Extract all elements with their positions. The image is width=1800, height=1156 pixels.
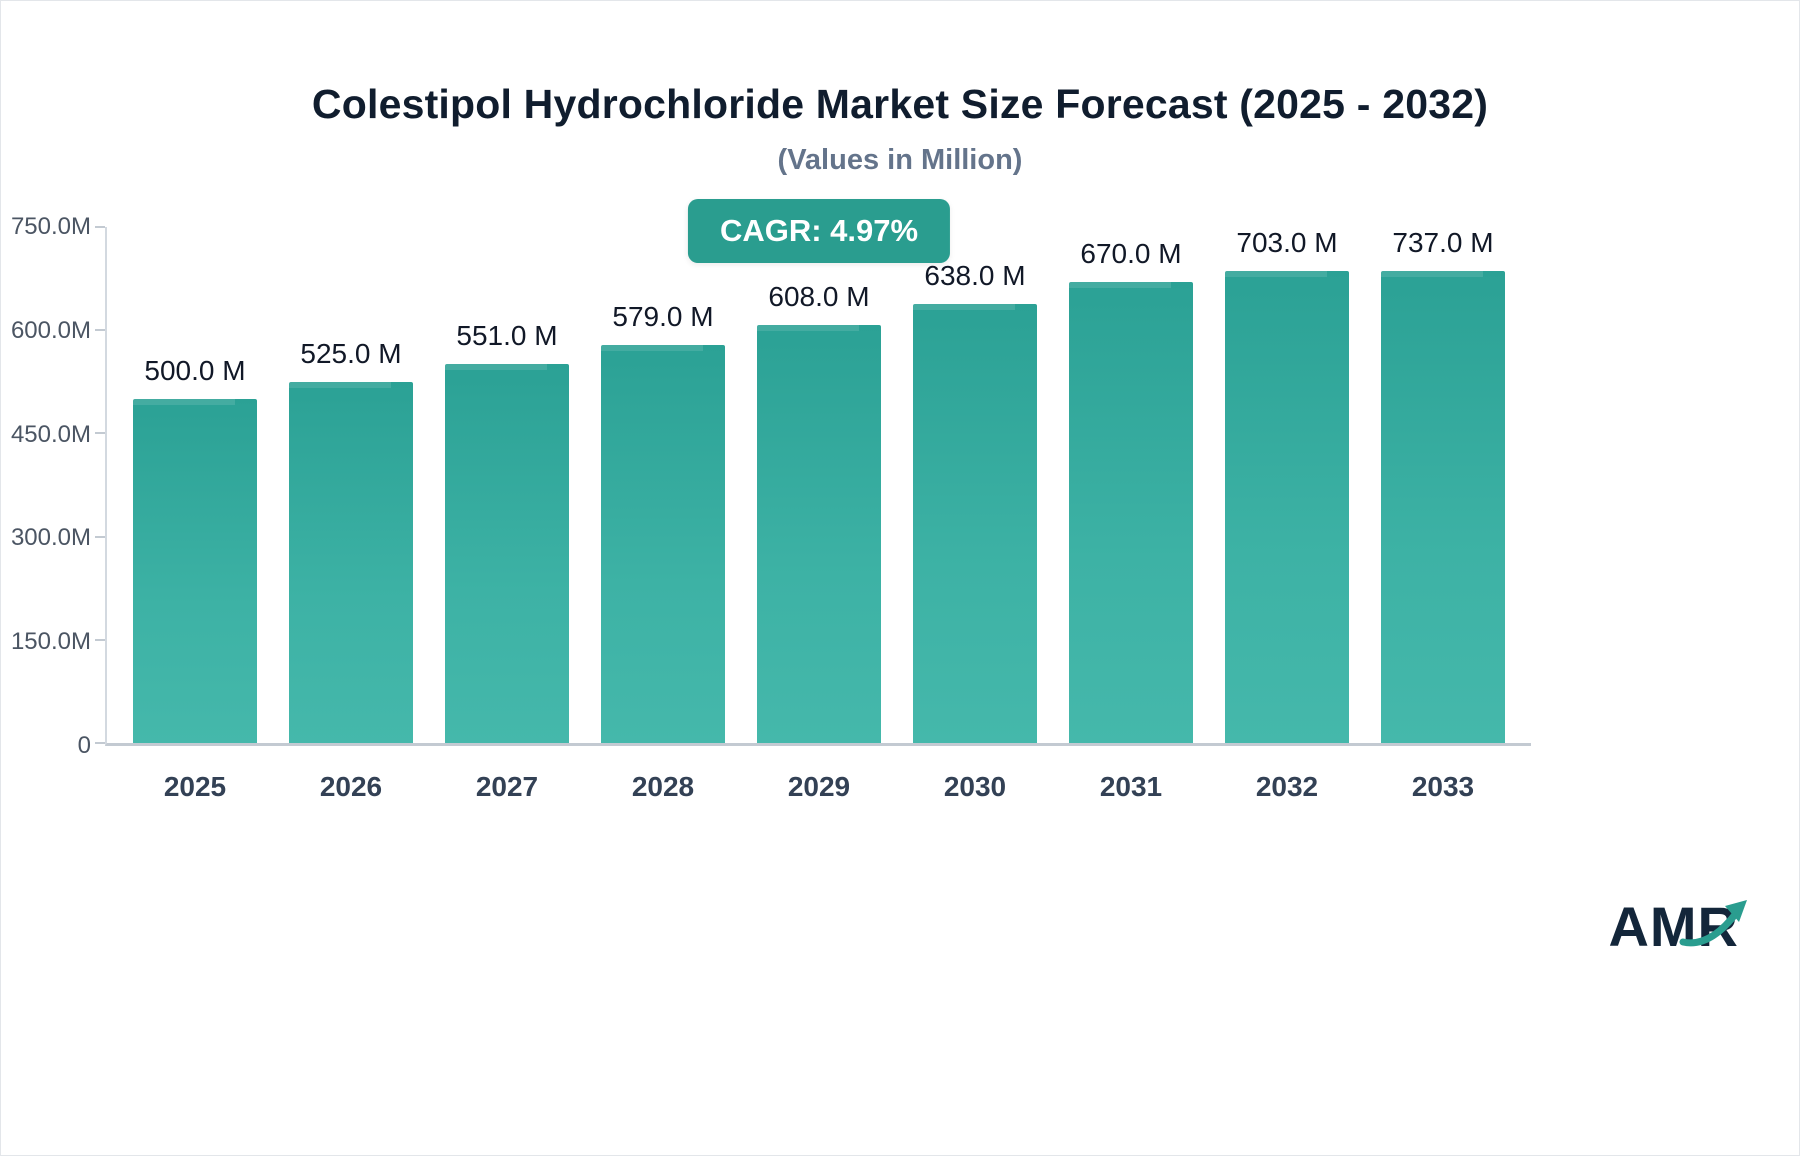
x-axis-label: 2030 [943,771,1007,802]
bar-side-face [547,364,569,743]
bar-group: 579.0 M 2028 [601,227,725,802]
bar-group: 638.0 M 2030 [913,227,1037,802]
bar-top-bevel [913,304,1015,311]
bar[interactable] [1069,282,1193,743]
y-tick-label: 750.0M [10,213,91,240]
bar[interactable] [913,304,1037,743]
bar-top-bevel [1225,271,1327,277]
x-axis-label: 2032 [1255,771,1319,802]
bar-side-face [1171,282,1193,743]
x-axis-label: 2026 [319,771,383,802]
y-tick-mark [95,329,105,332]
chart-title: Colestipol Hydrochloride Market Size For… [311,81,1489,127]
y-tick-label: 0 [77,732,91,759]
bar-value-label: 608.0 M [768,280,870,312]
bar[interactable] [133,399,257,743]
bar-group: 608.0 M 2029 [757,227,881,802]
bar-side-face [1327,271,1349,743]
bar-group: 703.0 M 2032 [1225,227,1349,802]
bar[interactable] [757,324,881,743]
bar-value-label: 737.0 M [1392,227,1494,258]
y-axis: 750.0M 600.0M 450.0M 300.0M 150.0M 0 [11,213,105,759]
bar[interactable] [289,381,413,743]
bar-side-face [859,325,881,743]
amr-logo: AMR [1608,894,1747,959]
x-axis-label: 2031 [1099,771,1163,802]
bar-top-bevel [1069,282,1171,289]
bar-group: 500.0 M 2025 [133,227,257,802]
y-tick-mark [95,535,105,538]
bar-top-bevel [1381,271,1483,277]
bars: 500.0 M 2025 525.0 M 2026 551.0 M 2027 5… [107,227,1531,802]
plot-area: CAGR: 4.97% 500.0 M 2025 525.0 M 2026 55… [95,199,1531,802]
x-axis-label: 2029 [787,771,851,802]
bar-side-face [1015,304,1037,743]
bar-side-face [391,382,413,743]
y-tick-label: 150.0M [10,628,91,656]
bar-group: 670.0 M 2031 [1069,227,1193,802]
bar-value-label: 703.0 M [1236,227,1338,258]
x-axis-label: 2028 [631,771,695,802]
bar-group: 551.0 M 2027 [445,227,569,802]
bar[interactable] [1225,271,1349,743]
bar-value-label: 500.0 M [144,355,246,386]
bar-side-face [1483,271,1505,743]
bar-top-bevel [757,324,859,331]
cagr-badge: CAGR: 4.97% [687,199,951,263]
bar-top-bevel [445,363,547,370]
y-tick-mark [95,226,105,228]
amr-logo-text: AMR [1608,895,1739,958]
x-axis-label: 2027 [475,771,539,802]
bar-top-bevel [133,399,235,405]
bar-value-label: 579.0 M [612,300,714,332]
bar-top-bevel [289,381,391,388]
y-tick-mark [95,638,105,641]
bar[interactable] [1381,271,1505,743]
y-tick-label: 450.0M [10,420,91,448]
x-axis-label: 2033 [1411,771,1475,802]
bar-top-bevel [601,344,703,351]
x-axis-label: 2025 [163,771,227,802]
chart-subtitle: (Values in Million) [777,144,1023,176]
bar[interactable] [601,344,725,743]
y-tick-mark [95,742,105,744]
y-tick-mark [95,432,105,435]
bar-side-face [703,345,725,743]
y-tick-label: 600.0M [10,316,91,344]
bar-value-label: 670.0 M [1080,238,1182,270]
chart-area: 750.0M 600.0M 450.0M 300.0M 150.0M 0 CAGR: 4.… [1,199,1799,802]
y-tick-label: 300.0M [10,524,91,552]
bar-value-label: 638.0 M [924,260,1026,292]
bar-group: 525.0 M 2026 [289,227,413,802]
bar-value-label: 551.0 M [456,319,558,351]
bar-side-face [235,399,257,743]
bar-value-label: 525.0 M [300,337,402,369]
bar-group: 737.0 M 2033 [1381,227,1505,802]
bar[interactable] [445,363,569,743]
chart-header: Colestipol Hydrochloride Market Size For… [1,1,1799,177]
